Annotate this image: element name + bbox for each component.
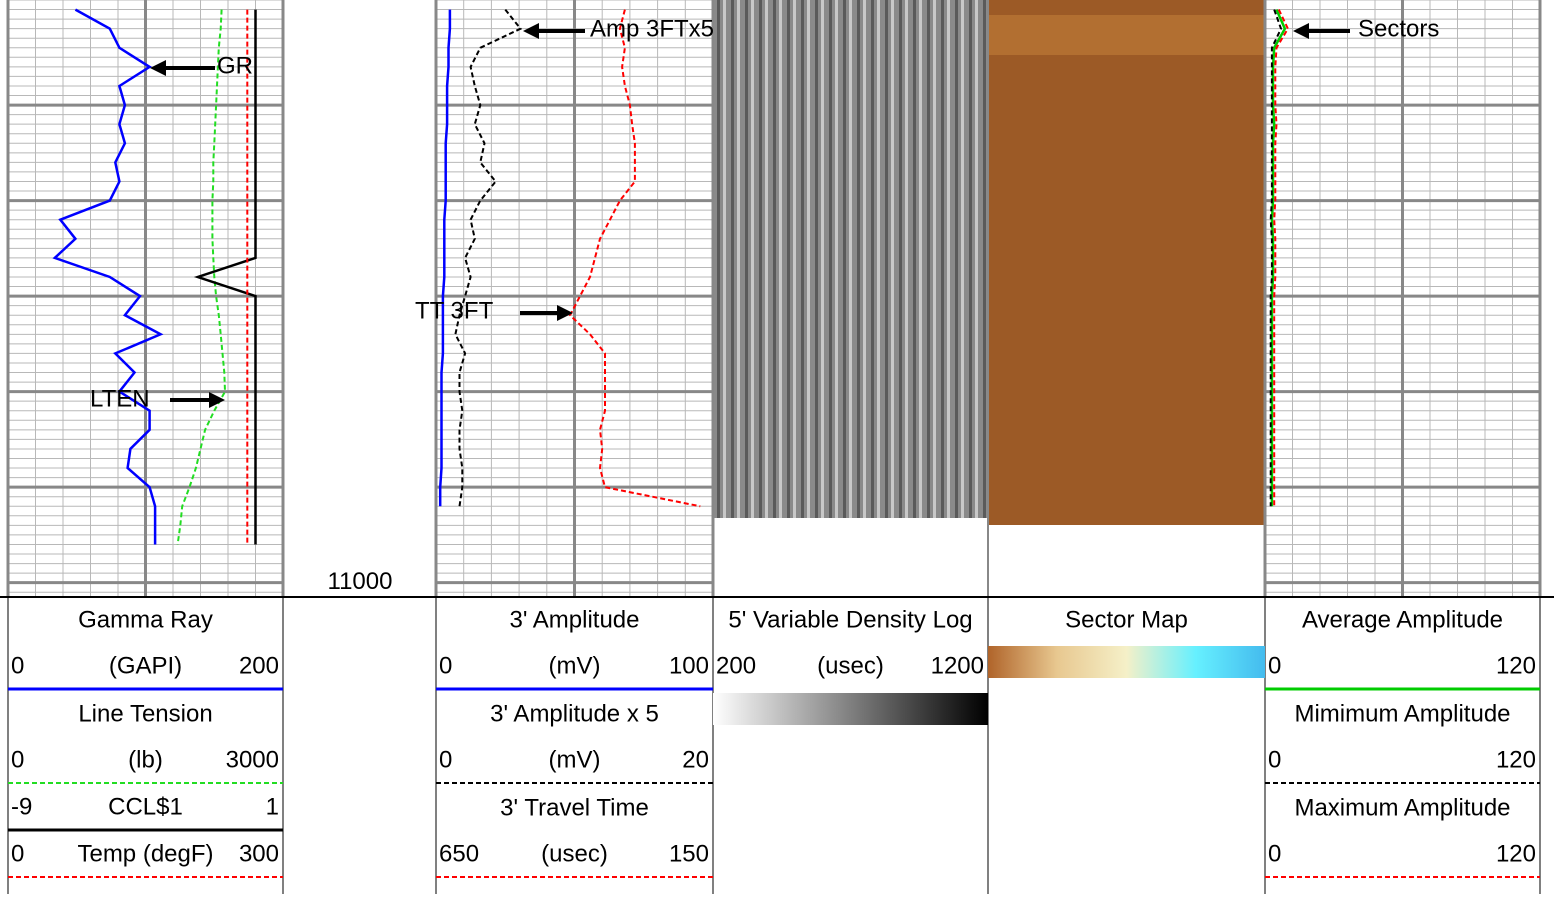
scale-min: 0 <box>11 652 24 679</box>
track-title: 3' Amplitude x 5 <box>490 700 659 727</box>
scale-max: 150 <box>669 840 709 867</box>
depth-label: 11000 <box>328 568 393 595</box>
annotation: GR <box>217 52 253 79</box>
scale-unit: CCL$1 <box>108 793 183 820</box>
track-title: Average Amplitude <box>1302 606 1503 633</box>
scale-unit: (GAPI) <box>109 652 182 679</box>
log-curve <box>1270 9 1287 507</box>
log-curve <box>193 9 257 545</box>
scale-max: 120 <box>1496 652 1536 679</box>
scale-unit: (usec) <box>817 652 884 679</box>
annotation: TT 3FT <box>415 297 494 324</box>
scale-max: 200 <box>239 652 279 679</box>
track-title: 3' Travel Time <box>500 794 649 821</box>
scale-min: -9 <box>11 793 32 820</box>
scale-min: 0 <box>1268 840 1281 867</box>
track-title: Maximum Amplitude <box>1294 794 1510 821</box>
scale-max: 300 <box>239 840 279 867</box>
log-curve <box>568 9 701 508</box>
scale-unit: Temp (degF) <box>77 840 213 867</box>
track-title: Gamma Ray <box>78 606 213 633</box>
log-curve <box>1273 9 1290 507</box>
vdl-image <box>713 0 988 518</box>
scale-min: 0 <box>439 746 452 773</box>
scale-min: 0 <box>11 746 24 773</box>
scale-unit: (mV) <box>549 746 601 773</box>
log-curve <box>52 8 164 545</box>
scale-max: 3000 <box>226 746 279 773</box>
header-bg <box>0 597 1554 894</box>
annotation: Sectors <box>1358 15 1439 42</box>
track-title: Mimimum Amplitude <box>1294 700 1510 727</box>
colorbar <box>713 693 988 725</box>
scale-unit: (mV) <box>549 652 601 679</box>
track-title: Line Tension <box>78 700 212 727</box>
track-title: 3' Amplitude <box>510 606 640 633</box>
scale-min: 650 <box>439 840 479 867</box>
scale-max: 120 <box>1496 746 1536 773</box>
scale-max: 1 <box>266 793 279 820</box>
scale-max: 120 <box>1496 840 1536 867</box>
track-title: 5' Variable Density Log <box>728 606 972 633</box>
colorbar <box>988 646 1265 678</box>
scale-max: 1200 <box>931 652 984 679</box>
scale-min: 0 <box>11 840 24 867</box>
track-title: Sector Map <box>1065 606 1188 633</box>
log-curve <box>1269 9 1283 507</box>
scale-min: 0 <box>439 652 452 679</box>
scale-unit: (lb) <box>128 746 163 773</box>
scale-max: 100 <box>669 652 709 679</box>
log-curve <box>454 8 523 507</box>
scale-max: 20 <box>682 746 709 773</box>
annotation: Amp 3FTx5 <box>590 15 714 42</box>
scale-min: 200 <box>716 652 756 679</box>
sector-image <box>988 0 1265 525</box>
scale-unit: (usec) <box>541 840 608 867</box>
log-curve <box>176 9 227 545</box>
sector-band <box>988 15 1265 55</box>
scale-min: 0 <box>1268 746 1281 773</box>
annotation: LTEN <box>90 385 150 412</box>
log-curve <box>438 9 452 507</box>
scale-min: 0 <box>1268 652 1281 679</box>
